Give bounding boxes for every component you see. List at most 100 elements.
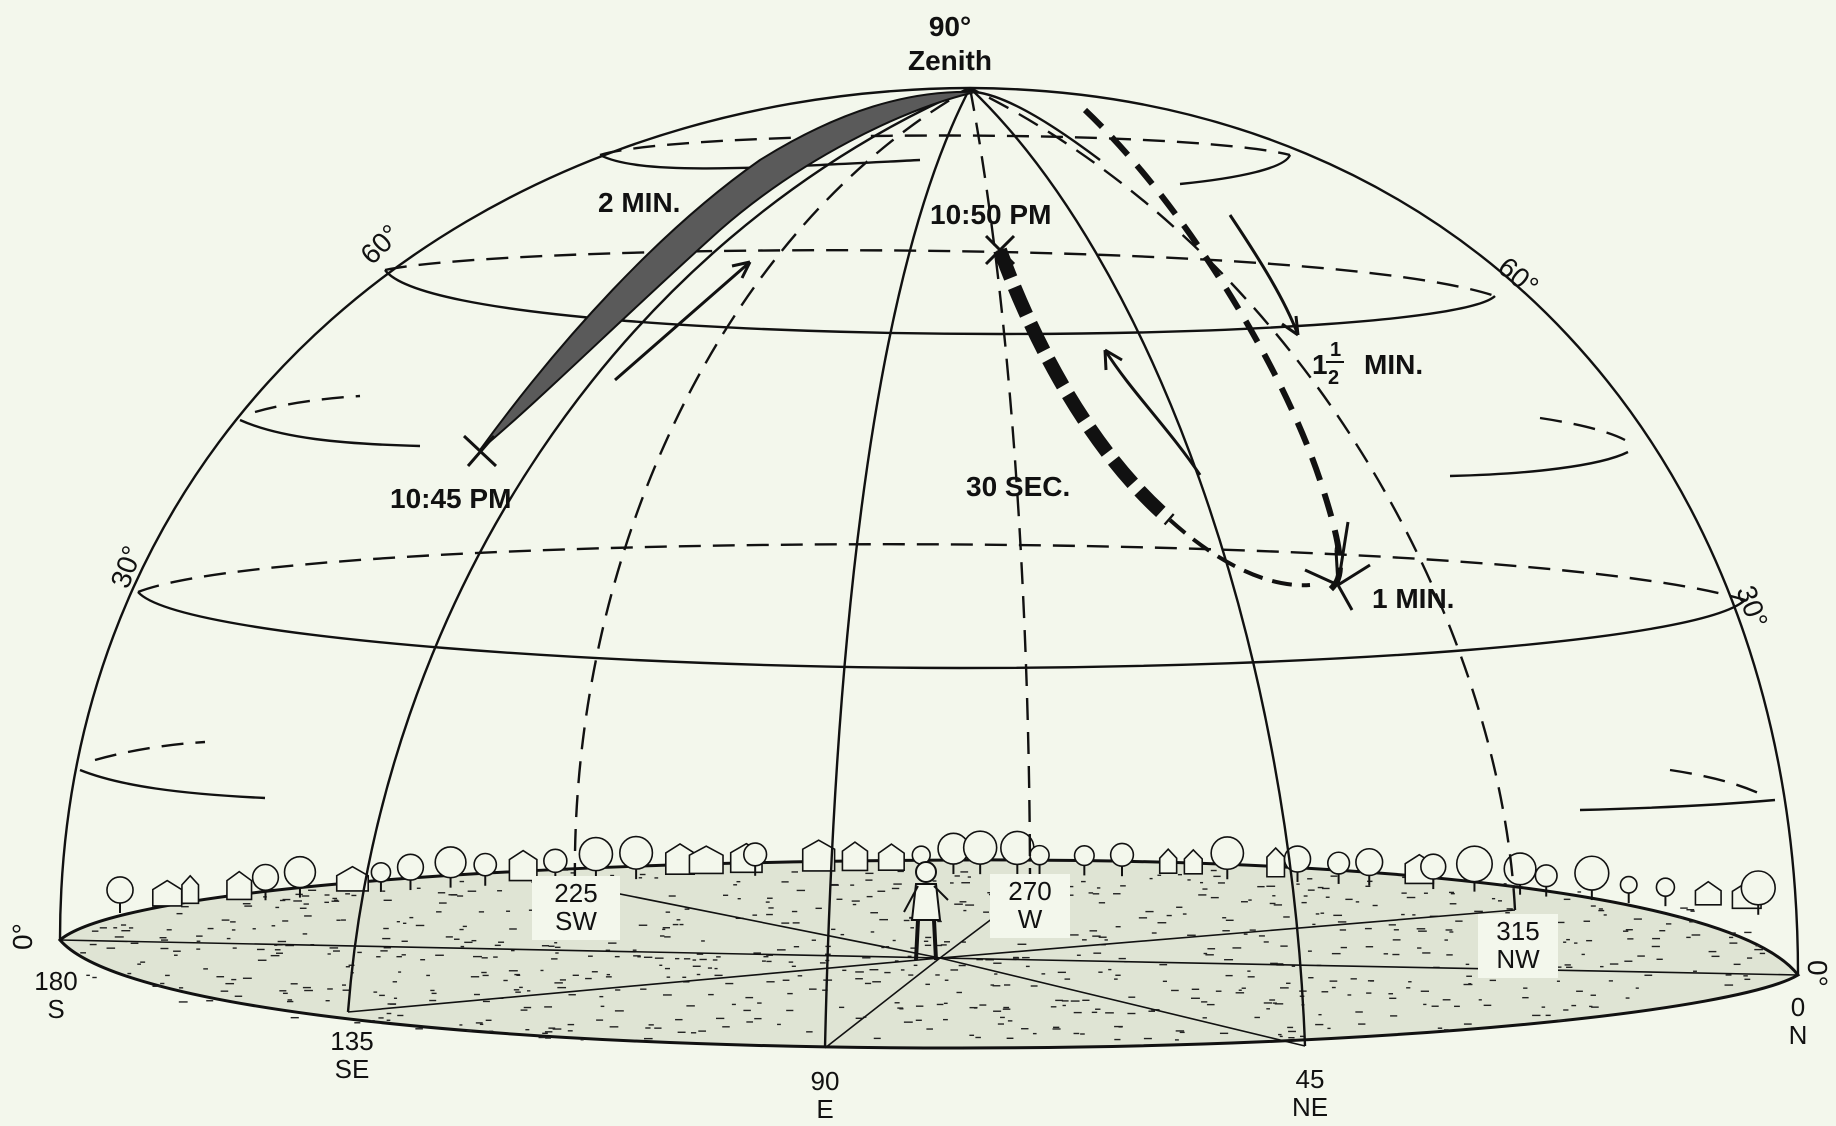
arrow-up-left <box>614 260 752 382</box>
house-icon <box>1266 846 1286 878</box>
house-icon <box>226 870 253 901</box>
elapsed-2min-label: 2 MIN. <box>598 187 680 218</box>
altitude-45-right-dash <box>1539 416 1626 442</box>
compass-135-dir: SE <box>335 1054 370 1084</box>
tree-icon <box>370 861 392 883</box>
elapsed-1-5min-unit: MIN. <box>1364 349 1423 380</box>
house-icon <box>877 843 905 871</box>
tree-icon <box>543 848 568 874</box>
dome-grid <box>58 86 1800 1049</box>
compass-rays <box>59 884 1799 1049</box>
tree-icon <box>1029 844 1050 866</box>
altitude-45-right-solid <box>1449 450 1629 478</box>
altitude-label-left-30: 30° <box>105 542 149 592</box>
tree-icon <box>1455 845 1493 883</box>
tree-icon <box>251 863 280 892</box>
zenith-degree: 90° <box>929 11 971 42</box>
compass-90-dir: E <box>816 1094 833 1124</box>
tree-icon <box>1534 864 1558 888</box>
tree-icon <box>473 852 498 877</box>
tree-icon <box>578 836 614 872</box>
compass-270-box: 270 W <box>990 874 1070 938</box>
compass-45-dir: NE <box>1292 1092 1328 1122</box>
compass-225-box: 225 SW <box>532 876 620 940</box>
compass-45-deg: 45 <box>1296 1064 1325 1094</box>
house-icon <box>1183 848 1204 875</box>
time-end-label: 10:50 PM <box>930 199 1051 230</box>
altitude-45-left-dash <box>254 394 361 414</box>
ground <box>57 858 1801 1050</box>
meridian-315 <box>969 86 1517 911</box>
compass-0-deg: 0 <box>1791 992 1805 1022</box>
house-icon <box>181 874 200 905</box>
altitude-75-front <box>599 153 921 170</box>
altitude-30-back <box>137 543 1746 602</box>
altitude-30-front <box>137 591 1746 670</box>
house-icon <box>801 839 836 872</box>
altitude-60-back <box>384 249 1496 298</box>
altitude-45-left-solid <box>239 418 421 448</box>
compass-270-dir: W <box>1018 904 1043 934</box>
zenith-label: Zenith <box>908 45 992 76</box>
tree-icon <box>1574 855 1610 891</box>
time-start-label: 10:45 PM <box>390 483 511 514</box>
house-icon <box>151 879 183 907</box>
house-icon <box>1694 880 1722 906</box>
tree-icon <box>1740 870 1776 906</box>
altitude-label-right-30: 30° <box>1730 581 1774 631</box>
arrow-down-right <box>1228 214 1300 337</box>
tree-icon <box>434 846 467 879</box>
elapsed-1-5min-numerator: 1 <box>1330 339 1341 361</box>
house-icon <box>688 845 724 875</box>
tree-icon <box>1503 852 1537 886</box>
tree-icon <box>1073 845 1095 867</box>
compass-315-box: 315 NW <box>1478 914 1558 978</box>
dome-outline <box>58 86 1800 976</box>
meridian-135 <box>346 86 971 1013</box>
tree-icon <box>1619 875 1638 894</box>
house-icon <box>841 841 869 872</box>
compass-180-dir: S <box>47 994 64 1024</box>
compass-135-deg: 135 <box>330 1026 373 1056</box>
tree-icon <box>283 855 317 889</box>
elapsed-1min-label: 1 MIN. <box>1372 583 1454 614</box>
elapsed-1-5min-label: 1 1 2 MIN. <box>1312 339 1423 389</box>
meridian-45 <box>969 87 1307 1047</box>
elapsed-1-5min-denominator: 2 <box>1328 367 1339 389</box>
tree-icon <box>1655 877 1676 897</box>
end-marker <box>984 234 1016 266</box>
tree-icon <box>106 876 134 904</box>
meridian-90 <box>823 87 972 1049</box>
observer-figure <box>903 861 949 961</box>
tree-icon <box>1420 853 1447 880</box>
altitude-75-front-right <box>1179 154 1292 186</box>
track-segment-2min <box>479 90 976 451</box>
compass-315-dir: NW <box>1496 944 1540 974</box>
house-icon <box>1158 847 1178 874</box>
track-segment-1min <box>1168 518 1311 588</box>
arrow-up-right <box>1103 348 1202 476</box>
altitude-15-left-solid <box>79 768 266 800</box>
altitude-label-left-0: 0° <box>7 923 38 950</box>
elapsed-1-5min-whole: 1 <box>1312 349 1328 380</box>
altitude-60-front <box>384 269 1496 336</box>
tree-icon <box>1210 836 1245 871</box>
track-thin-rim <box>974 90 1101 161</box>
burst-marker <box>1304 521 1371 611</box>
altitude-label-right-60: 60° <box>1492 251 1544 302</box>
tree-icon <box>1355 847 1384 877</box>
ground-texture <box>80 869 1766 1041</box>
markers <box>462 234 1371 611</box>
tree-icon <box>742 842 768 867</box>
tree-icon <box>396 853 425 881</box>
horizon-scenery <box>106 830 1776 915</box>
altitude-75-back <box>599 134 1291 157</box>
altitude-15-right-dash <box>1669 768 1766 798</box>
compass-270-deg: 270 <box>1008 876 1051 906</box>
tree-icon <box>962 830 998 865</box>
compass-225-deg: 225 <box>554 878 597 908</box>
tree-icon <box>1109 842 1135 867</box>
compass-0-dir: N <box>1789 1020 1808 1050</box>
